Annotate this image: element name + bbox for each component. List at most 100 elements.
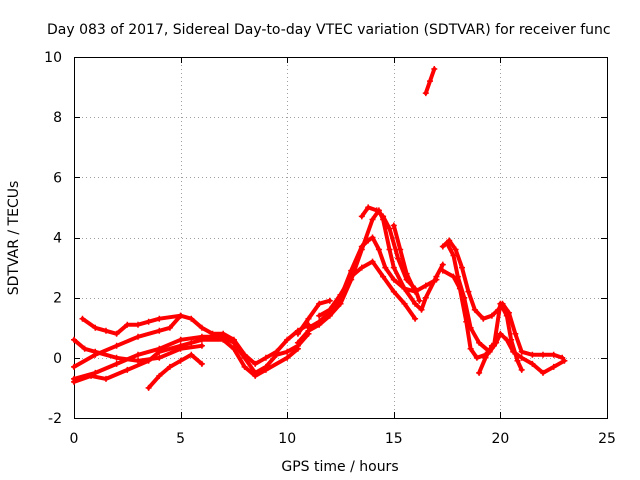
data-point (369, 234, 376, 241)
data-point (444, 240, 451, 247)
data-point (252, 372, 259, 379)
data-point (262, 366, 269, 373)
data-point (79, 315, 86, 322)
data-point (316, 312, 323, 319)
data-point (529, 360, 536, 367)
data-point (375, 246, 382, 253)
x-tick-label: 25 (598, 431, 616, 447)
data-point (145, 357, 152, 364)
data-point (284, 354, 291, 361)
data-point (209, 330, 216, 337)
data-point (508, 336, 515, 343)
chart-title: Day 083 of 2017, Sidereal Day-to-day VTE… (47, 22, 611, 38)
data-point (135, 321, 141, 328)
data-point (480, 315, 487, 322)
data-point (390, 222, 397, 229)
data-point (284, 336, 291, 343)
y-tick-label: 2 (53, 291, 62, 307)
data-point (550, 351, 557, 358)
data-point (382, 264, 389, 271)
data-point (305, 315, 312, 322)
data-point (471, 306, 478, 313)
data-point (476, 339, 483, 346)
data-point (397, 246, 404, 253)
data-point (294, 339, 301, 346)
data-point (422, 90, 429, 97)
data-point (198, 336, 205, 343)
data-point (395, 255, 402, 262)
y-tick-labels: -2 0 2 4 6 8 10 (44, 50, 62, 427)
data-point (326, 306, 333, 313)
data-point (348, 267, 355, 274)
y-tick-label: 8 (53, 110, 62, 126)
data-point (497, 300, 504, 307)
data-point (431, 66, 438, 72)
data-point (241, 351, 248, 358)
data-point (81, 345, 88, 352)
data-point (540, 369, 546, 376)
data-point (439, 261, 446, 268)
data-point (103, 375, 109, 382)
x-tick-label: 15 (385, 431, 403, 447)
data-point (427, 78, 433, 85)
data-point (113, 330, 120, 337)
data-point (305, 324, 312, 331)
data-point (177, 336, 184, 343)
data-point (476, 369, 483, 376)
y-tick-label: -2 (48, 411, 62, 427)
data-point (512, 330, 519, 337)
data-point (188, 351, 195, 358)
data-point (124, 321, 131, 328)
data-point (416, 297, 423, 304)
data-point (230, 345, 237, 352)
data-point (326, 297, 333, 304)
series-track-7 (295, 298, 332, 336)
data-point (241, 363, 248, 370)
data-point (465, 288, 472, 295)
data-point (418, 306, 425, 313)
data-point (390, 288, 397, 295)
data-point (103, 327, 109, 334)
data-point (198, 324, 205, 331)
data-point (518, 354, 525, 361)
series-track-5 (146, 352, 204, 390)
data-point (450, 252, 457, 259)
y-tick-label: 4 (53, 231, 62, 247)
y-tick-label: 0 (53, 351, 62, 367)
data-point (135, 351, 141, 358)
data-point (373, 207, 380, 214)
data-point (156, 354, 163, 361)
data-point (71, 363, 77, 370)
data-point (422, 282, 429, 289)
data-point (365, 237, 372, 244)
data-point (503, 312, 510, 319)
data-point (561, 357, 568, 364)
data-point (71, 336, 77, 343)
data-point (124, 366, 131, 373)
data-point (294, 345, 301, 352)
data-point (463, 318, 470, 325)
data-point (348, 273, 355, 280)
data-point (166, 363, 173, 370)
data-point (390, 264, 397, 271)
data-point (488, 312, 495, 319)
data-point (488, 342, 495, 349)
data-point (439, 243, 446, 250)
data-point (482, 354, 489, 361)
data-point (156, 348, 163, 355)
data-point (473, 354, 480, 361)
y-tick-label: 10 (44, 50, 62, 66)
data-point (422, 294, 429, 301)
x-tick-label: 5 (176, 431, 185, 447)
data-point (337, 291, 344, 298)
x-tick-label: 20 (491, 431, 509, 447)
data-point (156, 315, 163, 322)
data-point (401, 300, 408, 307)
data-point (262, 354, 269, 361)
data-point (177, 312, 184, 319)
data-point (386, 246, 393, 253)
data-point (113, 342, 120, 349)
data-point (497, 330, 504, 337)
data-point (316, 318, 323, 325)
